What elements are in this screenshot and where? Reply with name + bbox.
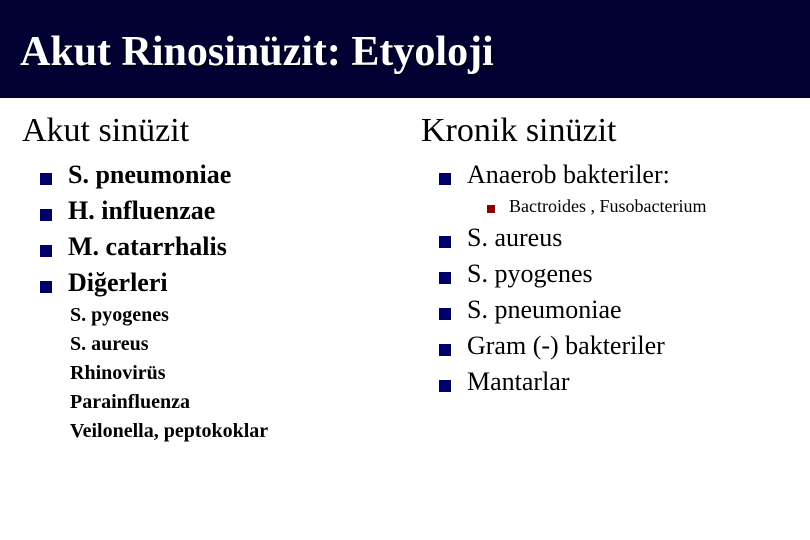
item-label: S. pyogenes xyxy=(467,259,593,289)
square-bullet-icon xyxy=(439,236,451,248)
sub-item-label: Parainfluenza xyxy=(70,391,401,414)
list-item: M. catarrhalis xyxy=(40,232,401,262)
item-label: Gram (-) bakteriler xyxy=(467,331,665,361)
title-band: Akut Rinosinüzit: Etyoloji xyxy=(0,0,810,98)
sub-item-label: S. pyogenes xyxy=(70,304,401,327)
slide-title: Akut Rinosinüzit: Etyoloji xyxy=(20,28,790,76)
left-heading: Akut sinüzit xyxy=(22,112,401,150)
square-bullet-icon xyxy=(439,380,451,392)
list-item: Gram (-) bakteriler xyxy=(439,331,800,361)
content-area: Akut sinüzit S. pneumoniae H. influenzae… xyxy=(0,98,810,449)
sub-item-label: Rhinovirüs xyxy=(70,362,401,385)
list-item: S. pneumoniae xyxy=(439,295,800,325)
item-label: S. pneumoniae xyxy=(68,160,231,190)
list-item: Diğerleri xyxy=(40,268,401,298)
square-bullet-icon xyxy=(40,245,52,257)
right-heading: Kronik sinüzit xyxy=(421,112,800,150)
sub-item-label: S. aureus xyxy=(70,333,401,356)
list-item: Mantarlar xyxy=(439,367,800,397)
sub-item-label: Veilonella, peptokoklar xyxy=(70,420,401,443)
list-item: S. aureus xyxy=(439,223,800,253)
list-item: Anaerob bakteriler: xyxy=(439,160,800,190)
item-label: M. catarrhalis xyxy=(68,232,227,262)
square-bullet-icon xyxy=(40,281,52,293)
item-label: Mantarlar xyxy=(467,367,570,397)
square-bullet-icon xyxy=(40,209,52,221)
left-column: Akut sinüzit S. pneumoniae H. influenzae… xyxy=(0,98,411,449)
square-bullet-icon xyxy=(439,173,451,185)
square-bullet-icon xyxy=(439,272,451,284)
item-label: S. aureus xyxy=(467,223,562,253)
item-label: H. influenzae xyxy=(68,196,215,226)
sub-list-item: Bactroides , Fusobacterium xyxy=(487,196,800,217)
square-bullet-icon xyxy=(40,173,52,185)
list-item: S. pyogenes xyxy=(439,259,800,289)
sub-item-label: Bactroides , Fusobacterium xyxy=(509,196,706,217)
square-bullet-icon xyxy=(439,308,451,320)
item-label: S. pneumoniae xyxy=(467,295,622,325)
square-bullet-small-icon xyxy=(487,205,495,213)
square-bullet-icon xyxy=(439,344,451,356)
list-item: S. pneumoniae xyxy=(40,160,401,190)
right-column: Kronik sinüzit Anaerob bakteriler: Bactr… xyxy=(411,98,810,449)
list-item: H. influenzae xyxy=(40,196,401,226)
item-label: Anaerob bakteriler: xyxy=(467,160,670,190)
item-label: Diğerleri xyxy=(68,268,168,298)
